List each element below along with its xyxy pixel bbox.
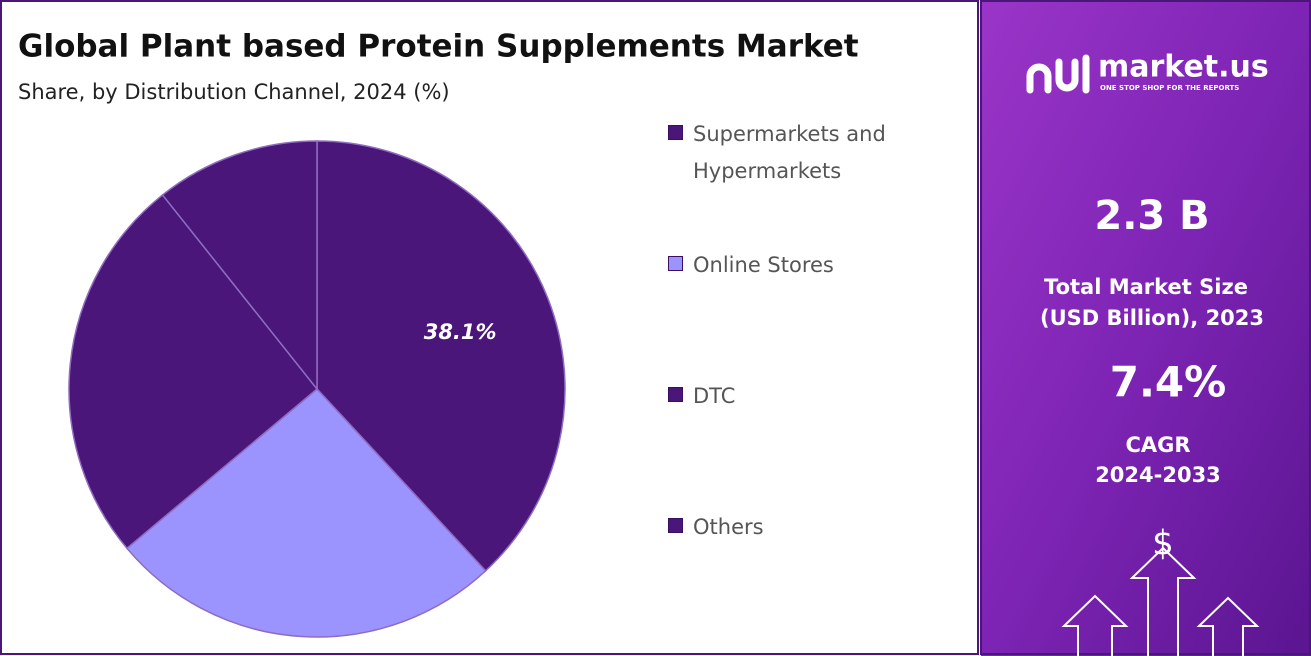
legend-item: DTC	[668, 378, 933, 415]
legend-item: Online Stores	[668, 247, 933, 284]
side-frame	[980, 0, 1311, 655]
side-panel	[981, 0, 1311, 656]
pie-slice	[68, 193, 319, 550]
legend-label: Supermarkets and Hypermarkets	[693, 122, 886, 183]
chart-subtitle: Share, by Distribution Channel, 2024 (%)	[18, 80, 450, 104]
legend-swatch	[668, 387, 683, 402]
legend-item: Supermarkets and Hypermarkets	[668, 116, 933, 190]
stat-value: 7.4%	[1110, 358, 1226, 407]
legend-label: Online Stores	[693, 253, 834, 277]
logo-text: market.us	[1098, 50, 1269, 85]
dollar-icon: $	[1152, 524, 1174, 564]
stat-label: Total Market Size	[1044, 275, 1248, 299]
stat-label: CAGR	[1125, 433, 1190, 457]
legend-swatch	[668, 518, 683, 533]
pie-slice	[125, 387, 487, 638]
legend-label: DTC	[693, 384, 736, 408]
logo-tagline: ONE STOP SHOP FOR THE REPORTS	[1100, 84, 1239, 92]
data-label: 38.1%	[424, 320, 497, 344]
logo-icon	[1026, 54, 1090, 94]
pie-slice	[316, 140, 566, 572]
pie-slice	[161, 140, 318, 392]
stat-label: 2024-2033	[1095, 463, 1221, 487]
chart-title: Global Plant based Protein Supplements M…	[18, 29, 859, 65]
legend-label: Others	[693, 515, 764, 539]
legend-swatch	[668, 256, 683, 271]
legend-swatch	[668, 125, 683, 140]
stat-label: (USD Billion), 2023	[1040, 306, 1264, 330]
stat-value: 2.3 B	[1094, 193, 1209, 239]
arrows-icon	[1061, 546, 1260, 656]
legend-item: Others	[668, 509, 933, 546]
